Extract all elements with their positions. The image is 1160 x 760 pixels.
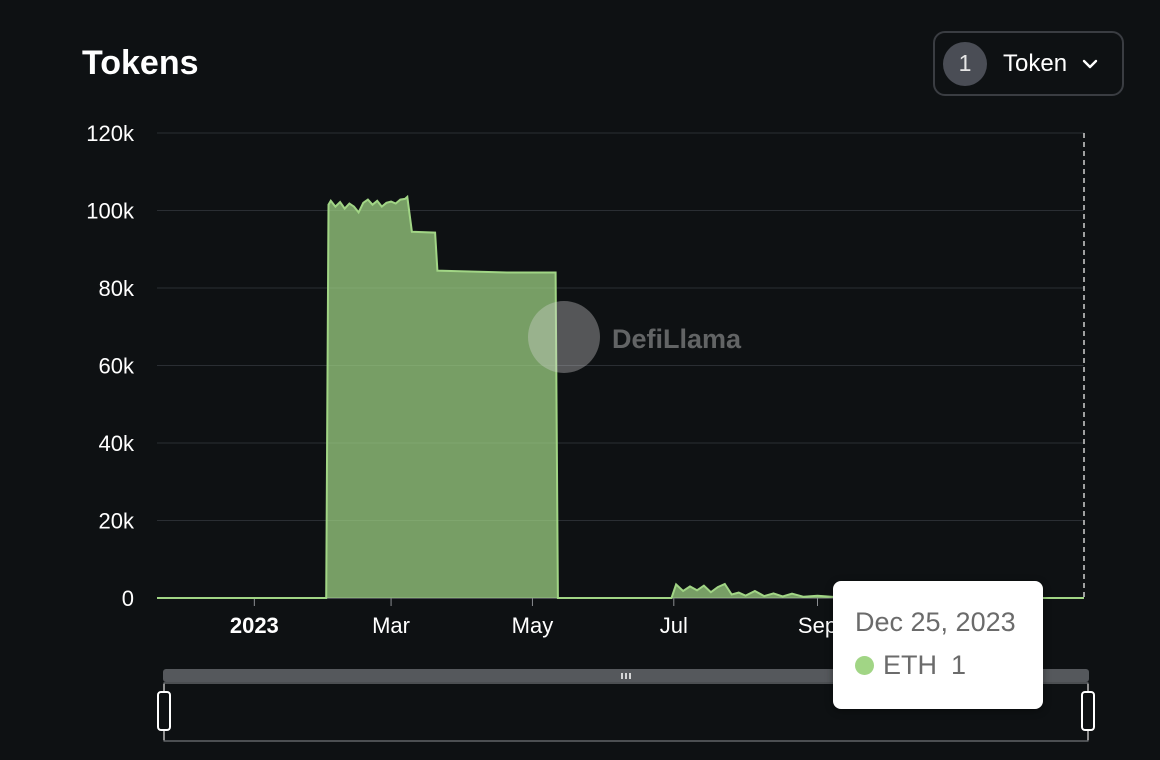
- token-selector-dropdown[interactable]: 1 Token: [933, 31, 1124, 96]
- series-color-dot: [855, 656, 874, 675]
- defillama-logo-icon: [528, 301, 600, 373]
- token-selector-label: Token: [1003, 49, 1068, 77]
- y-tick-label: 60k: [99, 354, 135, 379]
- series-area-eth: [157, 196, 1084, 598]
- chart-tooltip: Dec 25, 2023 ETH 1: [833, 581, 1043, 709]
- chevron-down-icon: [1081, 55, 1099, 73]
- chart-title: Tokens: [82, 44, 199, 82]
- slider-grip-icon[interactable]: [621, 673, 631, 679]
- y-tick-label: 80k: [99, 276, 135, 301]
- watermark-text: DefiLlama: [612, 324, 742, 354]
- tooltip-series-row: ETH 1: [855, 650, 1043, 681]
- y-tick-label: 20k: [99, 509, 135, 534]
- y-tick-label: 0: [122, 586, 134, 611]
- tooltip-date: Dec 25, 2023: [855, 607, 1016, 637]
- y-tick-label: 100k: [86, 199, 135, 224]
- grid-lines: [157, 132, 1084, 521]
- tooltip-series-value: 1: [951, 650, 967, 680]
- x-tick-label: Jul: [660, 613, 688, 638]
- x-tick-label: 2023: [230, 613, 279, 638]
- defillama-watermark: DefiLlama: [528, 301, 742, 373]
- x-tick-label: Sep: [798, 613, 837, 638]
- x-tick-label: Mar: [372, 613, 410, 638]
- y-axis: 0 20k 40k 60k 80k 100k 120k: [86, 121, 135, 611]
- series-line-eth: [157, 194, 1085, 599]
- slider-right-handle[interactable]: [1081, 684, 1095, 740]
- slider-left-handle[interactable]: [157, 684, 171, 740]
- tooltip-series-name: ETH: [883, 650, 937, 680]
- y-tick-label: 120k: [86, 121, 135, 146]
- y-tick-label: 40k: [99, 431, 135, 456]
- series-layer: [157, 194, 1085, 599]
- x-tick-label: May: [512, 613, 554, 638]
- token-count-badge: 1: [943, 41, 987, 86]
